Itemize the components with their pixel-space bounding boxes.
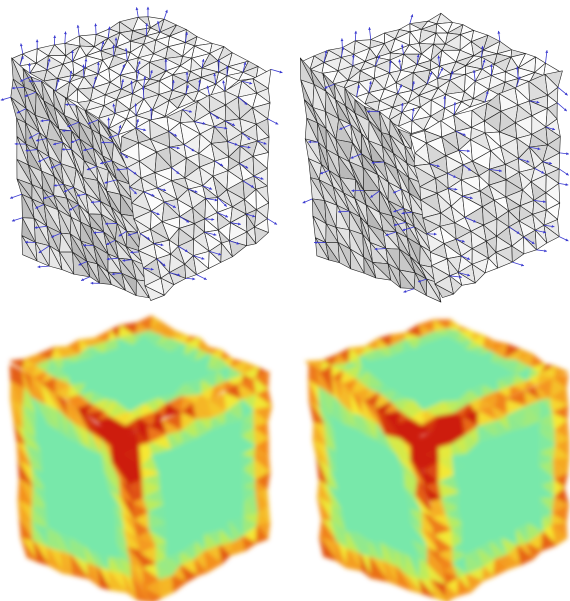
- figure: [0, 0, 570, 601]
- heat-panel: [306, 320, 569, 601]
- heat-surface: [306, 320, 569, 601]
- heat-clip: [306, 320, 569, 601]
- page: (() => { JSON.parse(document.getElementB…: [0, 0, 570, 601]
